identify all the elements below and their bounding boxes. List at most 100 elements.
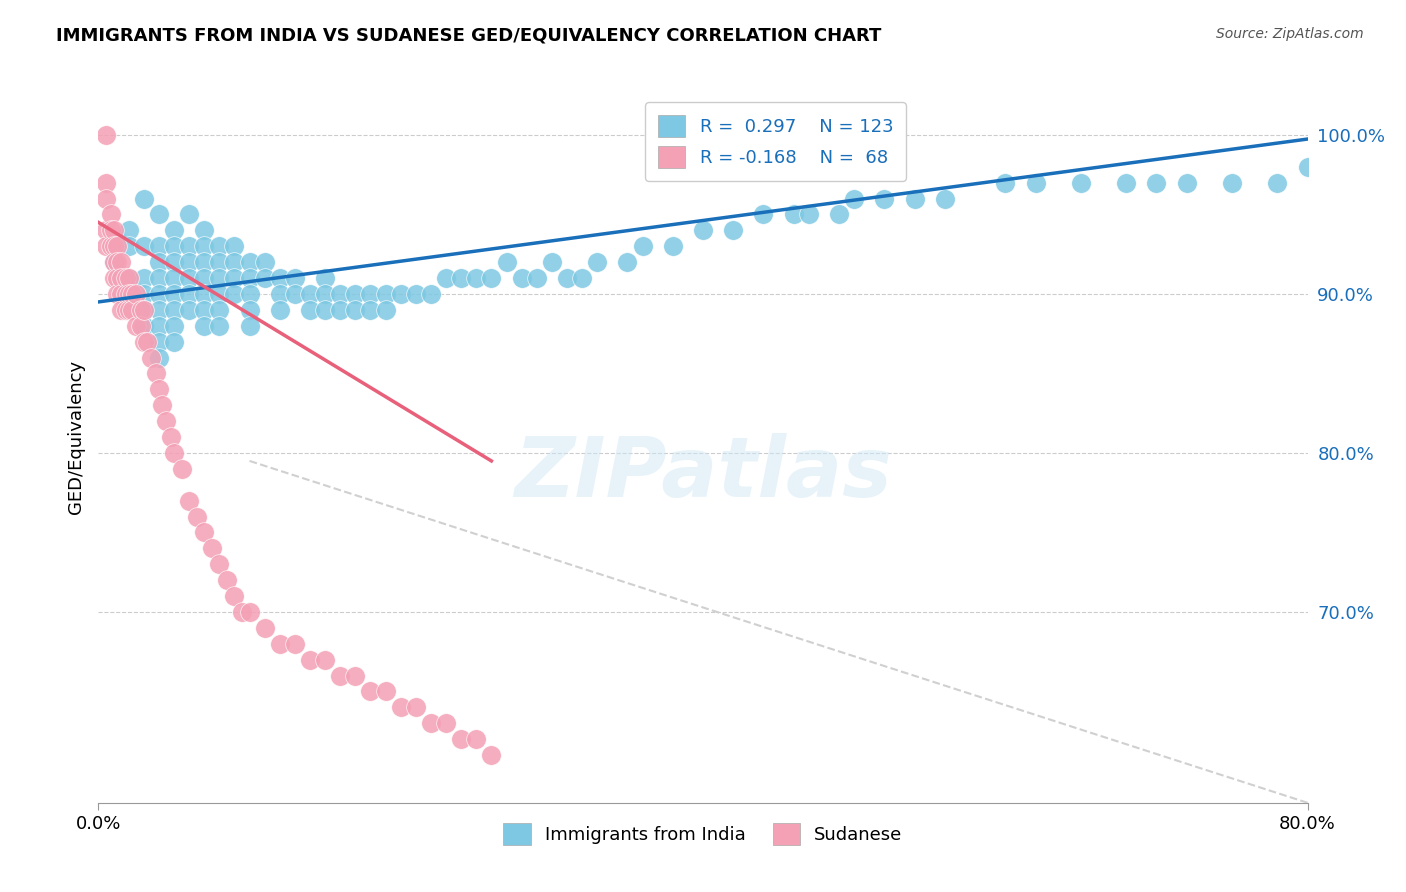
Point (540, 255, 562, 269)
Point (163, 223, 186, 237)
Point (389, 700, 412, 714)
Point (132, 239, 155, 253)
Point (110, 302, 132, 317)
Point (844, 192, 866, 206)
Point (94, 176, 117, 190)
Point (186, 509, 208, 524)
Point (132, 192, 155, 206)
Point (141, 351, 163, 365)
Point (160, 430, 183, 444)
Point (208, 318, 231, 333)
Point (193, 223, 215, 237)
Point (526, 271, 548, 285)
Point (208, 271, 231, 285)
Point (1357, 144, 1379, 158)
Point (179, 493, 201, 508)
Point (208, 558, 231, 572)
Point (495, 255, 517, 269)
Point (110, 271, 132, 285)
Point (231, 605, 253, 619)
Point (105, 287, 128, 301)
Point (1341, 160, 1364, 174)
Point (314, 287, 336, 301)
Point (148, 255, 170, 269)
Point (94, 223, 117, 237)
Point (170, 462, 193, 476)
Point (420, 716, 443, 731)
Point (163, 255, 186, 269)
Point (148, 318, 170, 333)
Point (179, 255, 201, 269)
Point (344, 287, 367, 301)
Point (329, 287, 352, 301)
Point (797, 207, 820, 221)
Point (125, 318, 148, 333)
Point (389, 287, 412, 301)
Point (465, 271, 488, 285)
Point (121, 302, 143, 317)
Point (148, 287, 170, 301)
Point (253, 271, 276, 285)
Point (405, 287, 427, 301)
Point (692, 223, 714, 237)
Point (344, 302, 367, 317)
Point (360, 302, 382, 317)
Point (100, 239, 122, 253)
Point (114, 287, 136, 301)
Point (163, 334, 186, 349)
Point (299, 302, 322, 317)
Point (555, 271, 578, 285)
Point (208, 239, 231, 253)
Point (94, 128, 117, 142)
Point (148, 351, 170, 365)
Point (1312, 160, 1334, 174)
Point (510, 271, 533, 285)
Point (239, 302, 262, 317)
Point (103, 255, 125, 269)
Point (132, 302, 155, 317)
Point (1327, 160, 1350, 174)
Point (1115, 176, 1137, 190)
Point (163, 318, 186, 333)
Point (114, 271, 136, 285)
Point (118, 239, 141, 253)
Point (450, 732, 472, 747)
Point (110, 287, 132, 301)
Point (481, 271, 503, 285)
Point (329, 668, 352, 682)
Point (239, 255, 262, 269)
Point (193, 287, 215, 301)
Point (148, 383, 170, 397)
Point (239, 287, 262, 301)
Point (752, 207, 775, 221)
Point (118, 271, 141, 285)
Point (571, 271, 593, 285)
Point (193, 255, 215, 269)
Point (193, 318, 215, 333)
Point (661, 239, 683, 253)
Point (208, 255, 231, 269)
Point (148, 271, 170, 285)
Text: ZIPatlas: ZIPatlas (515, 434, 891, 514)
Point (360, 684, 382, 698)
Point (1267, 176, 1289, 190)
Point (132, 271, 155, 285)
Point (1372, 144, 1395, 158)
Point (148, 302, 170, 317)
Point (179, 287, 201, 301)
Point (1296, 160, 1319, 174)
Point (163, 271, 186, 285)
Point (783, 207, 806, 221)
Point (299, 653, 322, 667)
Point (103, 223, 125, 237)
Point (1402, 144, 1406, 158)
Point (105, 239, 128, 253)
Point (434, 271, 457, 285)
Point (873, 192, 896, 206)
Point (434, 716, 457, 731)
Point (132, 318, 155, 333)
Point (284, 271, 307, 285)
Point (828, 207, 851, 221)
Point (360, 287, 382, 301)
Point (269, 271, 291, 285)
